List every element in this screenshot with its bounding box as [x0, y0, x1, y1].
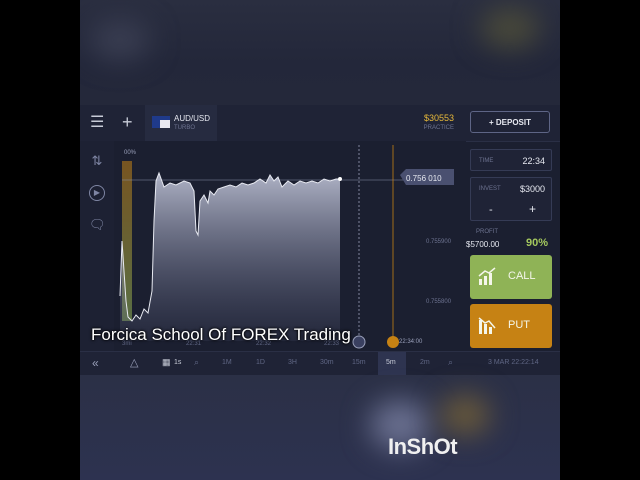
x-tick-4: 22:33: [324, 341, 340, 347]
call-label: CALL: [508, 270, 536, 282]
drawing-tool-icon[interactable]: △: [130, 357, 139, 369]
timeframe-1d[interactable]: 1D: [256, 359, 265, 366]
deposit-button[interactable]: + DEPOSIT: [470, 111, 550, 133]
balance-amount[interactable]: $30553: [423, 113, 454, 123]
minus-button[interactable]: -: [489, 204, 493, 216]
volume-bar: [122, 161, 132, 321]
blur-blob: [480, 8, 540, 48]
blurred-bottom-background: [80, 375, 560, 480]
time-label: TIME: [479, 158, 494, 164]
inshot-watermark: InShOt: [388, 434, 458, 459]
chat-bubble-icon[interactable]: 🗨: [89, 217, 106, 232]
x-tick-1: 3mi: [122, 341, 132, 347]
call-button[interactable]: CALL: [470, 255, 552, 299]
price-tag: [400, 169, 454, 185]
current-price: 0.756 010: [406, 174, 442, 183]
y-tick-1: 0.755900: [426, 239, 452, 245]
price-point: [338, 177, 342, 181]
timeframe-3h[interactable]: 3H: [288, 359, 297, 366]
candle-interval[interactable]: 1s: [174, 359, 182, 366]
price-area: [120, 173, 340, 341]
blurred-top-background: [80, 0, 560, 105]
invest-label: INVEST: [479, 186, 501, 192]
top-percent-label: 00%: [124, 150, 137, 156]
time-value: 22:34: [522, 156, 545, 166]
profit-value: $5700.00: [466, 240, 500, 249]
price-chart[interactable]: 0.756 010 00% 0.755900 0.755800 22:34:00…: [114, 141, 466, 351]
invest-value: $3000: [519, 184, 545, 194]
invest-field[interactable]: INVEST $3000 - +: [470, 177, 552, 221]
chart-svg: [114, 141, 466, 351]
timeframe-30m[interactable]: 30m: [320, 359, 334, 366]
asset-name: AUD/USD: [174, 114, 211, 123]
x-tick-2: 22:31: [186, 341, 202, 347]
chart-down-icon: [478, 317, 496, 334]
blur-blob: [440, 395, 490, 435]
trading-app: ☰ + AUD/USD TURBO $30553 PRACTICE + DEPO…: [80, 105, 560, 376]
timer-icon: [352, 335, 366, 349]
play-icon[interactable]: ▶: [89, 185, 105, 201]
timeframe-5m[interactable]: 5m: [386, 359, 396, 366]
timeframe-1m[interactable]: 1M: [222, 359, 232, 366]
time-field[interactable]: TIME 22:34: [470, 149, 552, 171]
balance-mode[interactable]: PRACTICE: [423, 125, 454, 131]
asset-tab[interactable]: AUD/USD TURBO: [145, 105, 217, 141]
asset-type: TURBO: [174, 125, 195, 131]
left-toolbar: ⇅ ▶ 🗨: [80, 141, 114, 351]
video-frame: ☰ + AUD/USD TURBO $30553 PRACTICE + DEPO…: [80, 0, 560, 480]
zoom-out-icon[interactable]: ⌕: [194, 357, 200, 367]
datetime-readout: 3 MAR 22:22:14: [488, 359, 539, 366]
flag-icon: [387, 336, 399, 348]
timeframe-2m[interactable]: 2m: [420, 359, 430, 366]
put-button[interactable]: PUT: [470, 304, 552, 348]
trade-panel: TIME 22:34 INVEST $3000 - + PROFIT $5700…: [466, 141, 560, 351]
australia-flag-icon: [152, 116, 170, 128]
blur-blob: [90, 20, 150, 60]
top-bar: ☰ + AUD/USD TURBO $30553 PRACTICE + DEPO…: [80, 105, 560, 142]
active-timeframe-highlight: [378, 352, 406, 376]
x-tick-3: 22:32: [256, 341, 272, 347]
plus-button[interactable]: +: [529, 202, 537, 216]
profit-label: PROFIT: [476, 229, 498, 235]
y-tick-2: 0.755800: [426, 299, 452, 305]
zoom-in-icon[interactable]: ⌕: [448, 357, 454, 367]
arrows-updown-icon[interactable]: ⇅: [91, 153, 103, 168]
video-caption: Forcica School Of FOREX Trading: [91, 325, 351, 344]
blur-blob: [370, 400, 430, 450]
chart-up-icon: [478, 267, 496, 285]
plus-icon[interactable]: +: [122, 112, 133, 132]
put-label: PUT: [508, 319, 530, 331]
expiry-time: 22:34:00: [399, 339, 423, 345]
profit-percent: 90%: [526, 237, 549, 249]
bottom-toolbar: « △ ▦ 1s ⌕ 1M 1D 3H 30m 15m 5m 2m ⌕ 3 MA…: [80, 351, 560, 376]
timeframe-15m[interactable]: 15m: [352, 359, 366, 366]
collapse-button[interactable]: «: [92, 356, 99, 370]
price-curve: [119, 171, 340, 322]
candle-type-icon[interactable]: ▦: [162, 357, 171, 367]
hamburger-icon[interactable]: ☰: [90, 114, 105, 131]
